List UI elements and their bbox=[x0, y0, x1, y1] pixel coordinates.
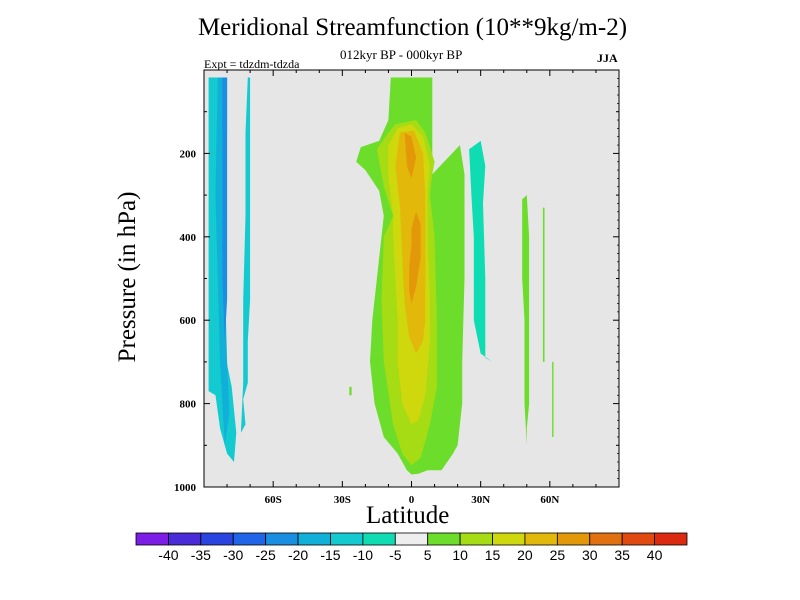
colorbar-label: 40 bbox=[647, 547, 663, 563]
chart-title: Meridional Streamfunction (10**9kg/m-2) bbox=[197, 14, 628, 41]
x-tick-label: 30S bbox=[334, 494, 351, 506]
colorbar-label: -20 bbox=[288, 547, 308, 563]
colorbar-swatch bbox=[200, 532, 234, 546]
southern-cell-contour bbox=[240, 77, 251, 433]
colorbar-swatch bbox=[330, 532, 364, 546]
colorbar-label: -35 bbox=[191, 547, 211, 563]
colorbar-label: 5 bbox=[424, 547, 432, 563]
experiment-label: Expt = tdzdm-tdzda bbox=[204, 57, 300, 71]
colorbar-label: 25 bbox=[550, 547, 566, 563]
colorbar-swatch bbox=[589, 532, 623, 546]
plot-area bbox=[204, 70, 619, 487]
colorbar-swatch bbox=[232, 532, 267, 546]
y-tick-label: 1000 bbox=[174, 482, 197, 494]
x-tick-label: 30N bbox=[471, 494, 490, 506]
colorbar-swatch bbox=[168, 532, 202, 546]
colorbar: -40 -35 -30 -25 -20 -15 -10 -5 5 10 15 20 25 30 35 40 bbox=[135, 532, 688, 563]
colorbar-swatch bbox=[654, 532, 688, 546]
tropical-cell-contour bbox=[404, 132, 417, 179]
tropical-cell-contour bbox=[395, 130, 426, 354]
y-tick-label: 600 bbox=[180, 315, 197, 327]
high-lat-cell-contour bbox=[522, 195, 530, 446]
colorbar-swatch bbox=[297, 532, 331, 546]
high-lat-cell-contour bbox=[349, 386, 352, 396]
high-lat-cell-contour bbox=[552, 361, 554, 437]
y-tick-label: 800 bbox=[180, 399, 197, 411]
colorbar-label: 15 bbox=[485, 547, 501, 563]
colorbar-swatch bbox=[556, 532, 591, 546]
colorbar-label: 10 bbox=[452, 547, 468, 563]
x-tick-label: 60S bbox=[265, 494, 282, 506]
y-tick-label: 200 bbox=[180, 148, 197, 160]
y-tick-label: 400 bbox=[180, 232, 197, 244]
colorbar-swatch bbox=[621, 532, 655, 546]
tropical-cell-contour bbox=[409, 211, 421, 304]
chart-subtitle: 012kyr BP - 000kyr BP bbox=[340, 47, 463, 62]
colorbar-label: -40 bbox=[158, 547, 178, 563]
colorbar-label: 30 bbox=[582, 547, 598, 563]
colorbar-swatch bbox=[362, 532, 396, 546]
northern-cell-contour bbox=[469, 140, 493, 362]
southern-cell-contour bbox=[208, 77, 237, 462]
colorbar-swatch bbox=[394, 532, 429, 546]
colorbar-label: 20 bbox=[517, 547, 533, 563]
colorbar-swatch bbox=[265, 532, 299, 546]
x-axis-label: Latitude bbox=[366, 502, 450, 529]
axes: 60S 30S 0 30N 60N 200 400 600 800 1000 bbox=[174, 69, 620, 506]
colorbar-label: -10 bbox=[353, 547, 373, 563]
colorbar-swatch bbox=[492, 532, 526, 546]
colorbar-label: -15 bbox=[320, 547, 340, 563]
x-tick-label: 0 bbox=[409, 494, 415, 506]
colorbar-label: 35 bbox=[614, 547, 630, 563]
high-lat-cell-contour bbox=[542, 207, 545, 362]
colorbar-swatch bbox=[524, 532, 558, 546]
season-label: JJA bbox=[597, 51, 618, 65]
colorbar-swatch bbox=[427, 532, 461, 546]
colorbar-label: -5 bbox=[389, 547, 402, 563]
southern-cell-contour bbox=[222, 77, 228, 342]
colorbar-label: -25 bbox=[256, 547, 276, 563]
x-tick-label: 60N bbox=[540, 494, 559, 506]
colorbar-label: -30 bbox=[223, 547, 243, 563]
colorbar-swatch bbox=[135, 532, 169, 546]
colorbar-swatch bbox=[459, 532, 493, 546]
